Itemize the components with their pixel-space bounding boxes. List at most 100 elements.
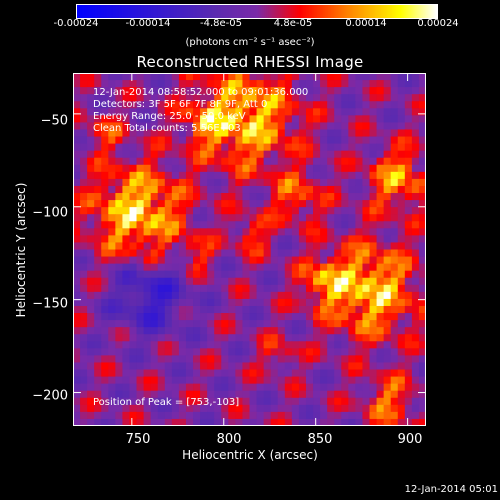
heatmap-cell: [298, 313, 307, 321]
heatmap-cell: [383, 348, 392, 356]
heatmap-cell: [327, 376, 335, 385]
heatmap-cell: [73, 235, 81, 243]
heatmap-cell: [305, 327, 314, 335]
heatmap-cell: [94, 214, 102, 222]
heatmap-cell: [242, 341, 250, 349]
heatmap-cell: [115, 355, 123, 363]
heatmap-cell: [418, 249, 426, 257]
heatmap-cell: [150, 115, 159, 123]
heatmap-cell: [390, 193, 399, 201]
heatmap-cell: [320, 291, 328, 300]
heatmap-cell: [108, 178, 116, 187]
heatmap-cell: [108, 193, 116, 201]
heatmap-cell: [369, 235, 377, 243]
heatmap-cell: [136, 136, 144, 144]
heatmap-cell: [320, 129, 328, 137]
heatmap-cell: [404, 178, 413, 187]
heatmap-cell: [143, 249, 152, 257]
heatmap-cell: [348, 362, 356, 370]
heatmap-cell: [143, 327, 152, 335]
heatmap-cell: [270, 164, 279, 173]
heatmap-cell: [228, 362, 236, 370]
heatmap-cell: [164, 228, 173, 236]
heatmap-cell: [341, 256, 349, 265]
heatmap-cell: [256, 150, 265, 159]
heatmap-cell: [305, 129, 314, 137]
heatmap-cell: [355, 249, 363, 257]
heatmap-cell: [115, 404, 123, 413]
heatmap-cell: [334, 263, 342, 272]
heatmap-cell: [369, 298, 377, 307]
heatmap-cell: [418, 284, 426, 293]
heatmap-cell: [334, 270, 342, 279]
heatmap-cell: [249, 334, 257, 342]
heatmap-cell: [193, 270, 201, 279]
heatmap-cell: [101, 284, 109, 293]
heatmap-cell: [235, 376, 243, 385]
heatmap-cell: [369, 411, 377, 420]
heatmap-cell: [171, 101, 180, 109]
heatmap-cell: [185, 108, 194, 116]
heatmap-cell: [305, 185, 314, 194]
heatmap-cell: [327, 80, 335, 88]
heatmap-cell: [313, 383, 321, 392]
heatmap-cell: [383, 341, 392, 349]
heatmap-cell: [334, 73, 342, 81]
heatmap-cell: [136, 108, 144, 116]
heatmap-cell: [129, 235, 137, 243]
heatmap-cell: [404, 171, 413, 180]
heatmap-cell: [369, 221, 377, 229]
heatmap-cell: [362, 411, 370, 420]
heatmap-cell: [136, 185, 144, 194]
heatmap-cell: [108, 214, 116, 222]
heatmap-cell: [200, 101, 208, 109]
heatmap-cell: [214, 256, 222, 265]
heatmap-cell: [418, 390, 426, 399]
heatmap-cell: [193, 143, 201, 152]
heatmap-cell: [313, 334, 321, 342]
heatmap-cell: [73, 157, 81, 166]
heatmap-cell: [334, 305, 342, 314]
heatmap-cell: [87, 200, 95, 208]
heatmap-cell: [242, 298, 250, 307]
heatmap-cell: [94, 397, 102, 406]
heatmap-cell: [185, 178, 194, 187]
heatmap-cell: [341, 334, 349, 342]
heatmap-cell: [214, 221, 222, 229]
heatmap-cell: [291, 101, 300, 109]
heatmap-cell: [397, 143, 406, 152]
heatmap-cell: [193, 348, 201, 356]
heatmap-cell: [101, 178, 109, 187]
heatmap-cell: [249, 171, 257, 180]
heatmap-cell: [291, 327, 300, 335]
heatmap-cell: [185, 164, 194, 173]
heatmap-cell: [228, 87, 236, 95]
heatmap-cell: [87, 320, 95, 328]
heatmap-cell: [291, 249, 300, 257]
heatmap-cell: [94, 150, 102, 159]
heatmap-cell: [143, 383, 152, 392]
heatmap-cell: [320, 136, 328, 144]
heatmap-cell: [404, 193, 413, 201]
heatmap-cell: [115, 115, 123, 123]
heatmap-cell: [80, 313, 88, 321]
heatmap-cell: [341, 171, 349, 180]
heatmap-cell: [214, 411, 222, 420]
heatmap-cell: [355, 242, 363, 250]
heatmap-cell: [122, 341, 130, 349]
heatmap-cell: [136, 178, 144, 187]
heatmap-cell: [411, 390, 420, 399]
heatmap-cell: [383, 397, 392, 406]
heatmap-cell: [185, 256, 194, 265]
heatmap-cell: [94, 305, 102, 314]
heatmap-cell: [115, 136, 123, 144]
heatmap-cell: [178, 320, 187, 328]
heatmap-cell: [242, 348, 250, 356]
heatmap-cell: [207, 101, 215, 109]
heatmap-cell: [390, 228, 399, 236]
heatmap-cell: [418, 200, 426, 208]
heatmap-cell: [362, 284, 370, 293]
heatmap-cell: [327, 178, 335, 187]
heatmap-cell: [263, 136, 272, 144]
plot-title: Reconstructed RHESSI Image: [136, 53, 364, 71]
